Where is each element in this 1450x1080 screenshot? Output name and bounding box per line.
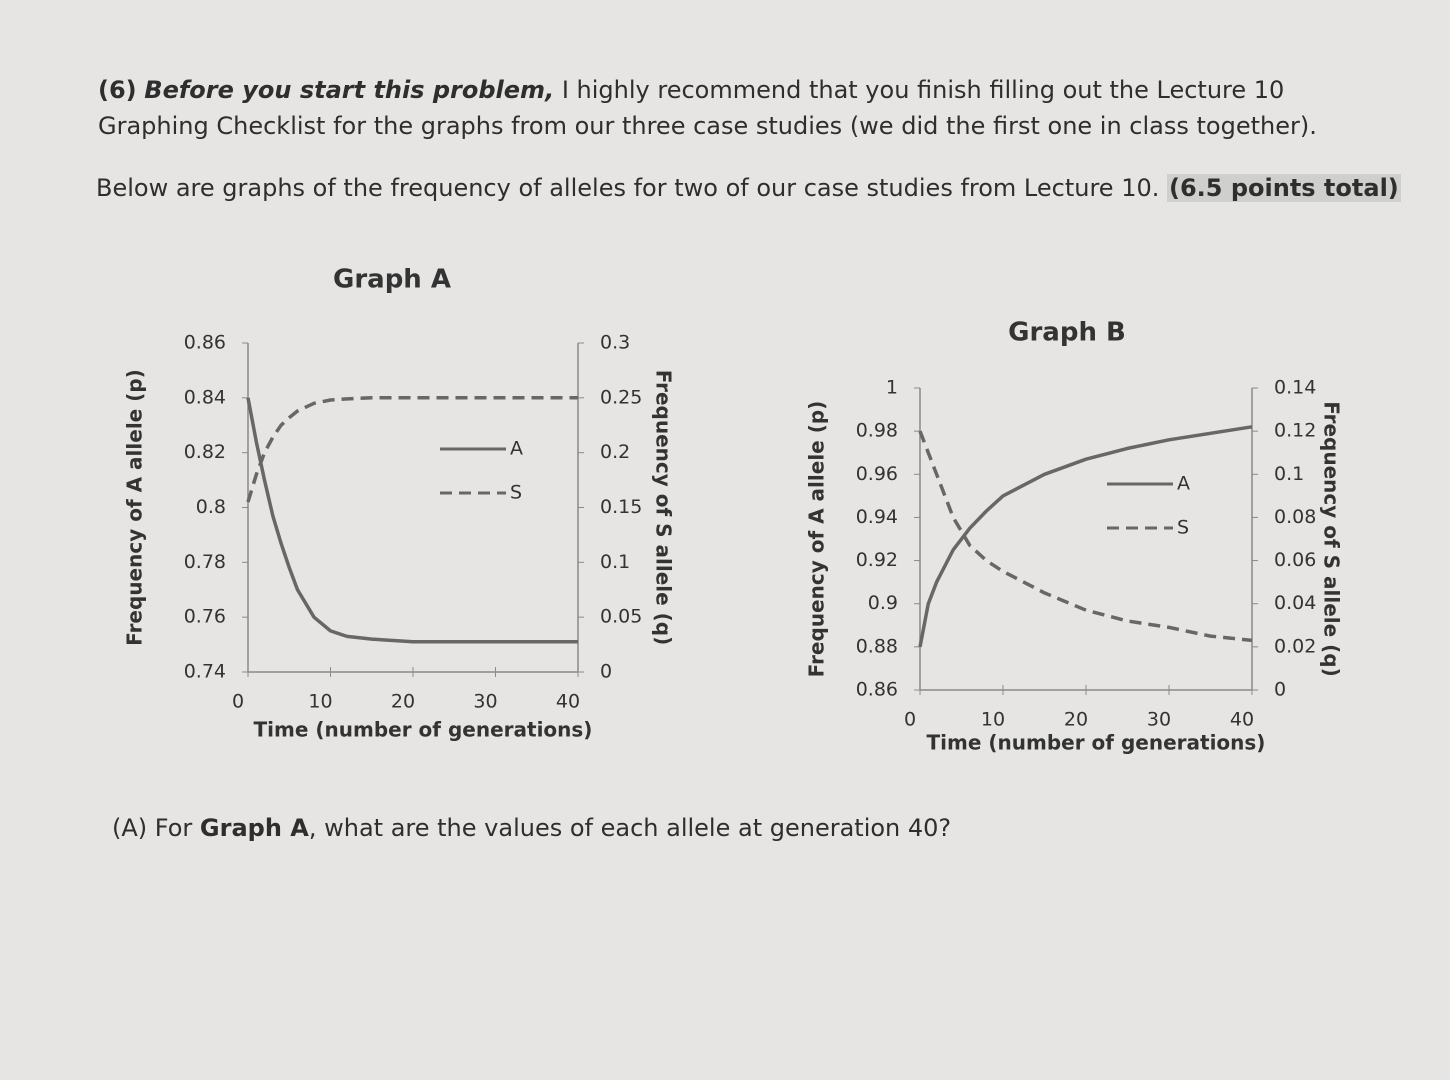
series-line: [918, 430, 1253, 643]
chart-title: Graph B: [1008, 318, 1126, 348]
intro-text: Below are graphs of the frequency of all…: [96, 174, 1160, 202]
y-axis-label: Frequency of A allele (p): [805, 401, 829, 678]
y2-tick-label: 0: [600, 661, 612, 683]
y2-tick-label: 0.04: [1274, 592, 1316, 614]
x-tick-label: 40: [1230, 709, 1254, 731]
y-tick-label: 0.98: [856, 420, 898, 442]
series-line: [246, 397, 578, 644]
problem-statement: (6) Before you start this problem, I hig…: [98, 72, 1388, 144]
problem-text: I highly recommend that you finish filli…: [98, 76, 1317, 140]
x-tick-label: 0: [232, 691, 244, 713]
y2-tick-label: 0.1: [600, 551, 630, 573]
x-tick-label: 20: [391, 691, 415, 713]
y-tick-label: 0.96: [856, 463, 898, 485]
y-tick-label: 0.88: [856, 635, 898, 657]
question: (A) For Graph A, what are the values of …: [112, 810, 1212, 846]
y2-tick-label: 0.02: [1274, 635, 1316, 657]
y-tick-label: 0.86: [856, 679, 898, 701]
legend-label: A: [510, 438, 523, 460]
y2-tick-label: 0.12: [1274, 420, 1316, 442]
y2-tick-label: 0.06: [1274, 549, 1316, 571]
question-suffix: , what are the values of each allele at …: [308, 814, 952, 842]
y-tick-label: 0.94: [856, 506, 898, 528]
y2-tick-label: 0.2: [600, 441, 630, 463]
y2-tick-label: 0.25: [600, 386, 642, 408]
y-axis-label: Frequency of A allele (p): [123, 369, 147, 646]
y-tick-label: 0.92: [856, 549, 898, 571]
problem-lead: Before you start this problem,: [144, 76, 555, 104]
y-tick-label: 0.9: [868, 592, 898, 614]
x-tick-label: 0: [904, 709, 916, 731]
series-line: [918, 425, 1253, 648]
legend-label: S: [510, 482, 522, 504]
legend-label: A: [1177, 473, 1190, 495]
x-tick-label: 30: [1147, 709, 1171, 731]
y-tick-label: 0.84: [184, 386, 226, 408]
series-line: [246, 396, 578, 503]
y-tick-label: 0.82: [184, 441, 226, 463]
x-tick-label: 30: [473, 691, 497, 713]
problem-number: (6): [98, 76, 137, 104]
y-tick-label: 0.74: [184, 661, 226, 683]
x-tick-label: 40: [556, 691, 580, 713]
y-tick-label: 0.76: [184, 606, 226, 628]
chart-title: Graph A: [333, 265, 451, 295]
y2-tick-label: 0.08: [1274, 506, 1316, 528]
legend-label: S: [1177, 517, 1189, 539]
y2-tick-label: 0.3: [600, 332, 630, 354]
x-tick-label: 20: [1064, 709, 1088, 731]
points: (6.5 points total): [1167, 174, 1401, 202]
y-tick-label: 0.8: [196, 496, 226, 518]
x-axis-label: Time (number of generations): [927, 731, 1266, 755]
x-axis-label: Time (number of generations): [254, 718, 593, 742]
y2-tick-label: 0: [1274, 679, 1286, 701]
y2-tick-label: 0.1: [1274, 463, 1304, 485]
y-tick-label: 0.86: [184, 332, 226, 354]
y2-tick-label: 0.05: [600, 606, 642, 628]
x-tick-label: 10: [981, 709, 1005, 731]
chart: Graph B0 10 20 30 400.860.880.90.920.940.960…: [805, 318, 1344, 755]
y-tick-label: 1: [886, 377, 898, 399]
y-tick-label: 0.78: [184, 551, 226, 573]
x-tick-label: 10: [308, 691, 332, 713]
chart: Graph A 0 10 20 30 40 0.74 0.76 0.78 0.8 0.82 0.84 0…: [123, 265, 676, 742]
y2-tick-label: 0.14: [1274, 377, 1316, 399]
question-bold: Graph A: [199, 814, 309, 842]
y2-axis-label: Frequency of S allele (q): [1320, 401, 1344, 677]
question-prefix: (A) For: [112, 814, 193, 842]
intro: Below are graphs of the frequency of all…: [96, 170, 1416, 206]
y2-axis-label: Frequency of S allele (q): [652, 370, 676, 646]
y2-tick-label: 0.15: [600, 496, 642, 518]
